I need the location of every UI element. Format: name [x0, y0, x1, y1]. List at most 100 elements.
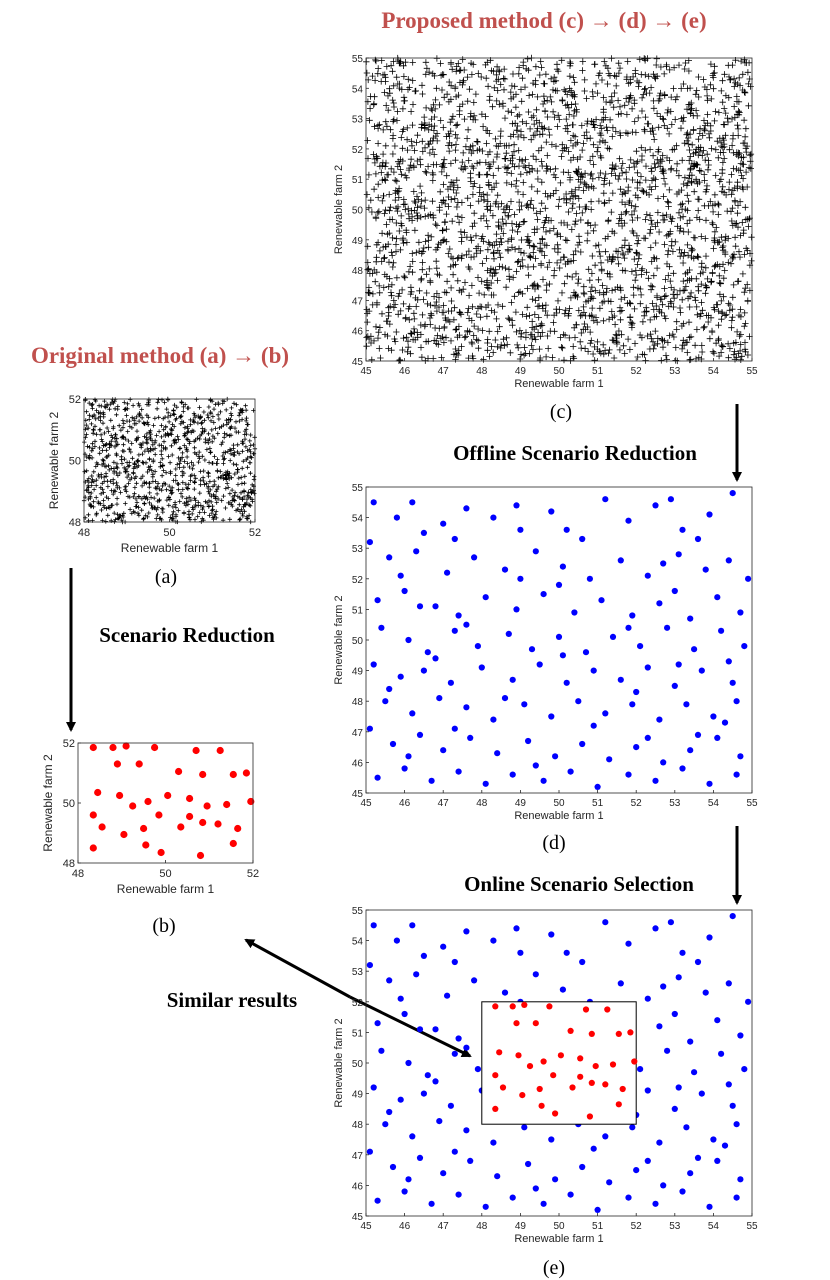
- selected-point: [496, 1049, 503, 1056]
- scenario-point: [660, 759, 667, 766]
- scenario-point: [733, 771, 740, 778]
- online-selection-label: Online Scenario Selection: [464, 872, 694, 896]
- scenario-point: [401, 587, 408, 595]
- scenario-point: [652, 777, 659, 784]
- scenario-point: [602, 496, 609, 503]
- scenario-point: [517, 575, 524, 582]
- y-axis-label: Renewable farm 2: [333, 1018, 345, 1107]
- y-tick-label: 48: [63, 858, 75, 870]
- scenario-point: [694, 1154, 702, 1161]
- scenario-point: [721, 719, 729, 726]
- y-tick-label: 51: [352, 605, 364, 616]
- scenario-point: [644, 995, 651, 1002]
- scenario-point: [405, 1176, 412, 1183]
- x-tick-label: 48: [476, 798, 488, 809]
- scenario-point: [521, 1124, 528, 1131]
- scenario-point: [590, 1145, 597, 1152]
- selected-point: [513, 1020, 520, 1027]
- x-tick-label: 52: [631, 1221, 643, 1232]
- scenario-point: [602, 1133, 609, 1140]
- x-tick-label: 49: [515, 798, 527, 809]
- scenario-point: [386, 977, 393, 984]
- scenario-point: [436, 695, 443, 702]
- scenario-point: [482, 780, 489, 787]
- scenario-point: [594, 783, 601, 791]
- scenario-point: [513, 502, 520, 509]
- y-tick-label: 50: [352, 1059, 364, 1070]
- scenario-point: [175, 767, 183, 776]
- scenario-point: [656, 1023, 663, 1030]
- scenario-point: [590, 667, 597, 674]
- scenario-point: [447, 679, 454, 686]
- scenario-point: [741, 643, 748, 650]
- scenario-point: [540, 591, 547, 598]
- scenario-point: [679, 1188, 686, 1195]
- scenario-point: [490, 937, 497, 944]
- scenario-point: [629, 701, 636, 708]
- scenario-point: [725, 980, 732, 987]
- scenario-point: [525, 1160, 532, 1168]
- scenario-point: [698, 667, 705, 674]
- selected-point: [588, 1079, 595, 1086]
- selected-point: [582, 1006, 590, 1013]
- scenario-point: [725, 557, 732, 564]
- scenario-point: [405, 1059, 412, 1067]
- scenario-point: [463, 505, 470, 512]
- scenario-point: [579, 958, 586, 966]
- scenario-point: [401, 765, 408, 772]
- selected-point: [492, 1105, 499, 1112]
- scenario-point: [629, 1124, 636, 1131]
- scenario-point: [536, 661, 543, 668]
- scenario-point: [633, 1167, 640, 1174]
- scenario-point: [706, 780, 713, 787]
- scenario-point: [247, 797, 255, 806]
- scenario-point: [664, 624, 671, 631]
- scenario-point: [444, 569, 451, 576]
- scenario-point: [532, 1185, 539, 1192]
- chart-d: 45 46 47 48 49 50 51 52 53 54 55 45 46 47 48 49 50 51 52 53…: [333, 483, 758, 822]
- selected-point: [602, 1081, 609, 1088]
- scenario-point: [451, 1050, 458, 1057]
- scenario-point: [177, 823, 185, 831]
- scenario-point: [737, 753, 744, 760]
- scenario-reduction-label: Scenario Reduction: [99, 623, 275, 647]
- scenario-point: [590, 722, 597, 729]
- scenario-point: [652, 1200, 659, 1207]
- x-tick-label: 55: [746, 798, 758, 809]
- scenario-point: [737, 1032, 744, 1039]
- selected-point: [521, 1001, 528, 1009]
- y-tick-label: 46: [352, 1181, 364, 1192]
- scenario-point: [463, 1127, 470, 1134]
- x-tick-label: 54: [708, 798, 720, 809]
- scenario-point: [571, 609, 578, 616]
- scenario-point: [501, 989, 509, 996]
- x-tick-label: 47: [438, 798, 450, 809]
- original-method-heading: Original method (a) → (b): [31, 343, 289, 368]
- chart-c-points: [363, 54, 755, 365]
- scenario-point: [386, 685, 393, 693]
- y-tick-label: 46: [352, 327, 364, 338]
- scenario-point: [675, 551, 682, 558]
- scenario-point: [409, 1133, 416, 1140]
- scenario-point: [440, 747, 447, 754]
- scenario-point: [451, 725, 458, 732]
- scenario-point: [702, 989, 709, 996]
- scenario-point: [436, 1118, 443, 1125]
- scenario-point: [389, 740, 397, 748]
- x-tick-label: 49: [515, 366, 527, 377]
- scenario-point: [401, 1010, 408, 1018]
- scenario-point: [234, 824, 242, 833]
- scenario-point: [451, 958, 458, 966]
- scenario-point: [532, 971, 539, 978]
- scenario-point: [463, 1044, 470, 1051]
- y-axis-label: Renewable farm 2: [333, 595, 345, 684]
- scenario-point: [733, 698, 740, 705]
- scenario-point: [89, 811, 97, 819]
- scenario-point: [714, 734, 721, 742]
- scenario-point: [474, 1066, 481, 1073]
- x-tick-label: 45: [360, 1221, 372, 1232]
- scenario-point: [718, 1050, 725, 1057]
- y-tick-label: 52: [69, 394, 81, 406]
- scenario-point: [366, 962, 373, 969]
- x-tick-label: 45: [360, 366, 372, 377]
